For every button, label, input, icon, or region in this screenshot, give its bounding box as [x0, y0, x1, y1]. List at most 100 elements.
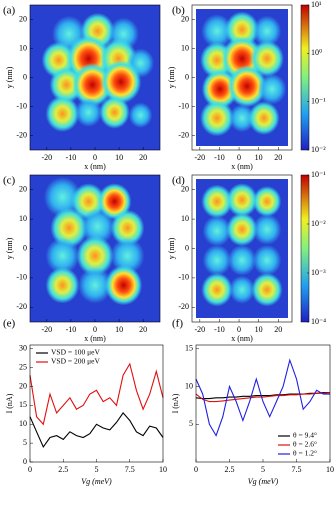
x-tick-label: 10 — [326, 465, 334, 474]
heatmap-spot — [252, 186, 282, 217]
x-tick-label: 2.5 — [58, 465, 68, 474]
x-axis-label: x (nm) — [84, 334, 106, 343]
y-tick-label: 5 — [23, 438, 27, 447]
heatmap-spot — [229, 275, 255, 304]
heatmap-spot — [226, 212, 258, 247]
heatmap-spot — [110, 209, 145, 247]
x-tick-label: 20 — [274, 153, 282, 162]
x-tick-label: 5 — [95, 465, 99, 474]
heatmap-spot — [252, 15, 282, 47]
y-tick-label: -20 — [16, 130, 27, 139]
y-axis-label: y (nm) — [5, 66, 14, 88]
heatmap-spot — [227, 65, 267, 108]
x-tick-label: 0 — [93, 325, 97, 334]
y-tick-label: 25 — [19, 362, 27, 371]
heatmap-spot — [100, 60, 142, 104]
x-tick-label: -10 — [214, 153, 225, 162]
heatmap-spot — [250, 40, 284, 77]
x-tick-label: 7.5 — [125, 465, 135, 474]
x-tick-label: 20 — [274, 325, 282, 334]
x-tick-label: 0 — [28, 465, 32, 474]
heatmap-spot — [45, 267, 80, 304]
legend-label: θ = 9.4° — [293, 431, 317, 440]
heatmap-spot — [105, 265, 143, 306]
legend-label: VSD = 200 μeV — [51, 357, 100, 366]
heatmap-spot — [74, 97, 103, 127]
y-tick-label: 10 — [19, 419, 27, 428]
heatmap-spot — [252, 244, 282, 276]
y-tick-label: 15 — [185, 344, 193, 353]
heatmap-spot — [80, 208, 115, 245]
x-tick-label: 2.5 — [225, 465, 235, 474]
y-tick-label: 5 — [189, 419, 193, 428]
colorbar-tick-label: 10⁻¹ — [311, 170, 326, 179]
colorbar-tick-label: 10¹ — [311, 0, 322, 9]
y-tick-label: 0 — [185, 72, 189, 81]
panel-label: (c) — [3, 175, 16, 187]
colorbar-tick-label: 10⁻⁴ — [311, 317, 326, 326]
heatmap-spot — [99, 95, 130, 129]
y-tick-label: 10 — [19, 214, 27, 223]
x-tick-label: 10 — [115, 153, 123, 162]
heatmap-spot — [128, 102, 153, 128]
y-tick-label: 0 — [23, 457, 27, 466]
line-series — [195, 392, 330, 400]
y-tick-label: -10 — [16, 273, 27, 282]
heatmap-spot — [229, 104, 255, 133]
x-axis-label: x (nm) — [231, 334, 253, 343]
panel-label: (f) — [172, 318, 183, 330]
colorbar-tick-label: 10⁻¹ — [311, 96, 326, 105]
heatmap-spot — [202, 215, 232, 247]
x-tick-label: 10 — [255, 153, 263, 162]
legend-label: θ = 1.2° — [293, 449, 317, 458]
heatmap-spot — [202, 244, 232, 276]
x-tick-label: -20 — [42, 325, 53, 334]
y-tick-label: 20 — [181, 14, 189, 23]
x-tick-label: -10 — [66, 325, 77, 334]
x-tick-label: 20 — [139, 325, 147, 334]
y-tick-label: -20 — [178, 130, 189, 139]
y-tick-label: 10 — [181, 43, 189, 52]
x-tick-label: -20 — [195, 325, 206, 334]
legend-label: VSD = 100 μeV — [51, 348, 100, 357]
heatmap-spot — [251, 272, 283, 307]
heatmap-spot — [226, 183, 258, 217]
x-axis-label: Vg (meV) — [81, 477, 112, 486]
line-series — [29, 412, 164, 449]
heatmap-spot — [257, 73, 287, 105]
line-series — [195, 358, 330, 437]
y-tick-label: 15 — [19, 400, 27, 409]
x-tick-label: -20 — [42, 153, 53, 162]
x-tick-label: 5 — [261, 465, 265, 474]
x-tick-label: 10 — [255, 325, 263, 334]
y-tick-label: -10 — [178, 101, 189, 110]
heatmap-spot — [201, 272, 233, 307]
x-tick-label: 0 — [194, 465, 198, 474]
x-tick-label: 10 — [115, 325, 123, 334]
x-tick-label: 7.5 — [292, 465, 302, 474]
y-tick-label: 20 — [181, 185, 189, 194]
x-tick-label: 0 — [237, 153, 241, 162]
y-tick-label: -10 — [16, 101, 27, 110]
heatmap-spot — [200, 99, 234, 137]
y-axis-label: I (nA) — [171, 393, 180, 413]
y-axis-label: y (nm) — [5, 237, 14, 259]
heatmap-spot — [201, 14, 233, 48]
y-tick-label: 30 — [19, 344, 27, 353]
colorbar-tick-label: 10⁻³ — [311, 268, 326, 277]
x-tick-label: 20 — [139, 153, 147, 162]
heatmap-spot — [45, 237, 80, 275]
y-tick-label: -20 — [178, 302, 189, 311]
x-tick-label: 0 — [93, 153, 97, 162]
heatmap-spot — [248, 101, 280, 135]
heatmap-spot — [110, 237, 145, 275]
x-tick-label: 0 — [237, 325, 241, 334]
y-axis-label: y (nm) — [167, 66, 176, 88]
x-axis-label: Vg (meV) — [248, 477, 279, 486]
colorbar — [300, 174, 310, 323]
x-tick-label: -10 — [66, 153, 77, 162]
line-series — [195, 392, 331, 403]
y-tick-label: 20 — [19, 185, 27, 194]
y-tick-label: 20 — [19, 14, 27, 23]
